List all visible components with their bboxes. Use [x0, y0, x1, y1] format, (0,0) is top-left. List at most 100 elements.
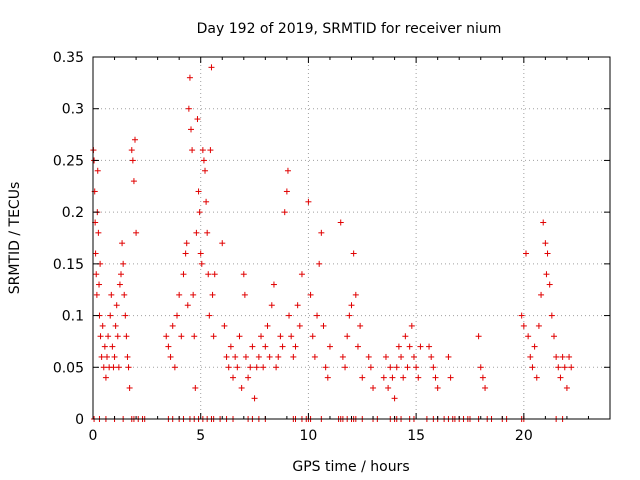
data-point	[108, 291, 115, 298]
data-point	[192, 384, 199, 391]
data-point	[543, 271, 550, 278]
data-point	[344, 333, 351, 340]
data-point	[395, 343, 402, 350]
data-point	[298, 271, 305, 278]
data-point	[529, 364, 536, 371]
data-point	[533, 374, 540, 381]
data-point	[359, 374, 366, 381]
data-point	[180, 271, 187, 278]
data-point	[115, 364, 122, 371]
data-point	[309, 333, 316, 340]
data-point	[337, 219, 344, 226]
data-point	[242, 353, 249, 360]
data-point	[294, 302, 301, 309]
data-point	[404, 364, 411, 371]
data-point	[434, 384, 441, 391]
data-point	[426, 343, 433, 350]
data-point	[477, 364, 484, 371]
data-point	[326, 343, 333, 350]
y-tick-label: 0.05	[53, 360, 84, 376]
data-point	[165, 343, 172, 350]
data-point	[568, 364, 575, 371]
data-point	[95, 229, 102, 236]
data-point	[203, 198, 210, 205]
data-point	[195, 188, 202, 195]
data-point	[197, 250, 204, 257]
data-point	[202, 167, 209, 174]
data-point	[275, 353, 282, 360]
data-point	[428, 353, 435, 360]
data-point	[410, 353, 417, 360]
x-tick-label: 0	[89, 428, 98, 444]
data-point	[258, 333, 265, 340]
data-point	[320, 322, 327, 329]
data-point	[557, 374, 564, 381]
data-point	[398, 353, 405, 360]
data-point	[415, 374, 422, 381]
data-point	[200, 157, 207, 164]
data-point	[110, 364, 117, 371]
data-point	[171, 364, 178, 371]
data-point	[193, 229, 200, 236]
data-point	[316, 260, 323, 267]
data-point	[104, 353, 111, 360]
data-point	[94, 167, 101, 174]
data-point	[284, 167, 291, 174]
y-tick-label: 0.2	[62, 205, 84, 221]
data-point	[225, 364, 232, 371]
data-point	[288, 333, 295, 340]
data-point	[204, 229, 211, 236]
data-point	[406, 343, 413, 350]
data-point	[249, 343, 256, 350]
data-point	[221, 322, 228, 329]
data-point	[255, 353, 262, 360]
data-point	[209, 291, 216, 298]
data-point	[380, 374, 387, 381]
data-point	[296, 322, 303, 329]
data-point	[109, 343, 116, 350]
data-point	[479, 374, 486, 381]
ticks-layer	[92, 56, 611, 420]
data-point	[266, 353, 273, 360]
data-point	[182, 250, 189, 257]
data-point	[114, 333, 121, 340]
data-point	[98, 353, 105, 360]
data-point	[93, 271, 100, 278]
data-point	[183, 240, 190, 247]
data-point	[191, 333, 198, 340]
data-point	[413, 364, 420, 371]
data-point	[283, 188, 290, 195]
data-point	[245, 374, 252, 381]
data-point	[348, 302, 355, 309]
y-tick-label: 0.25	[53, 153, 84, 169]
x-tick-label: 10	[300, 428, 318, 444]
y-tick-label: 0.15	[53, 257, 84, 273]
data-point	[178, 333, 185, 340]
data-point	[118, 271, 125, 278]
data-point	[96, 281, 103, 288]
data-point	[408, 322, 415, 329]
data-point	[260, 364, 267, 371]
data-point	[234, 364, 241, 371]
data-point	[121, 291, 128, 298]
data-point	[402, 333, 409, 340]
data-point	[122, 312, 129, 319]
data-point	[354, 343, 361, 350]
data-point	[99, 322, 106, 329]
data-point	[206, 312, 213, 319]
data-point	[133, 229, 140, 236]
data-point	[270, 281, 277, 288]
data-point	[169, 322, 176, 329]
y-axis-title: SRMTID / TECUs	[7, 182, 23, 295]
data-point	[387, 364, 394, 371]
data-point	[339, 353, 346, 360]
data-point	[432, 374, 439, 381]
data-point	[264, 322, 271, 329]
data-point	[525, 333, 532, 340]
data-point	[538, 291, 545, 298]
data-point	[365, 353, 372, 360]
data-point	[116, 281, 123, 288]
data-point	[167, 353, 174, 360]
